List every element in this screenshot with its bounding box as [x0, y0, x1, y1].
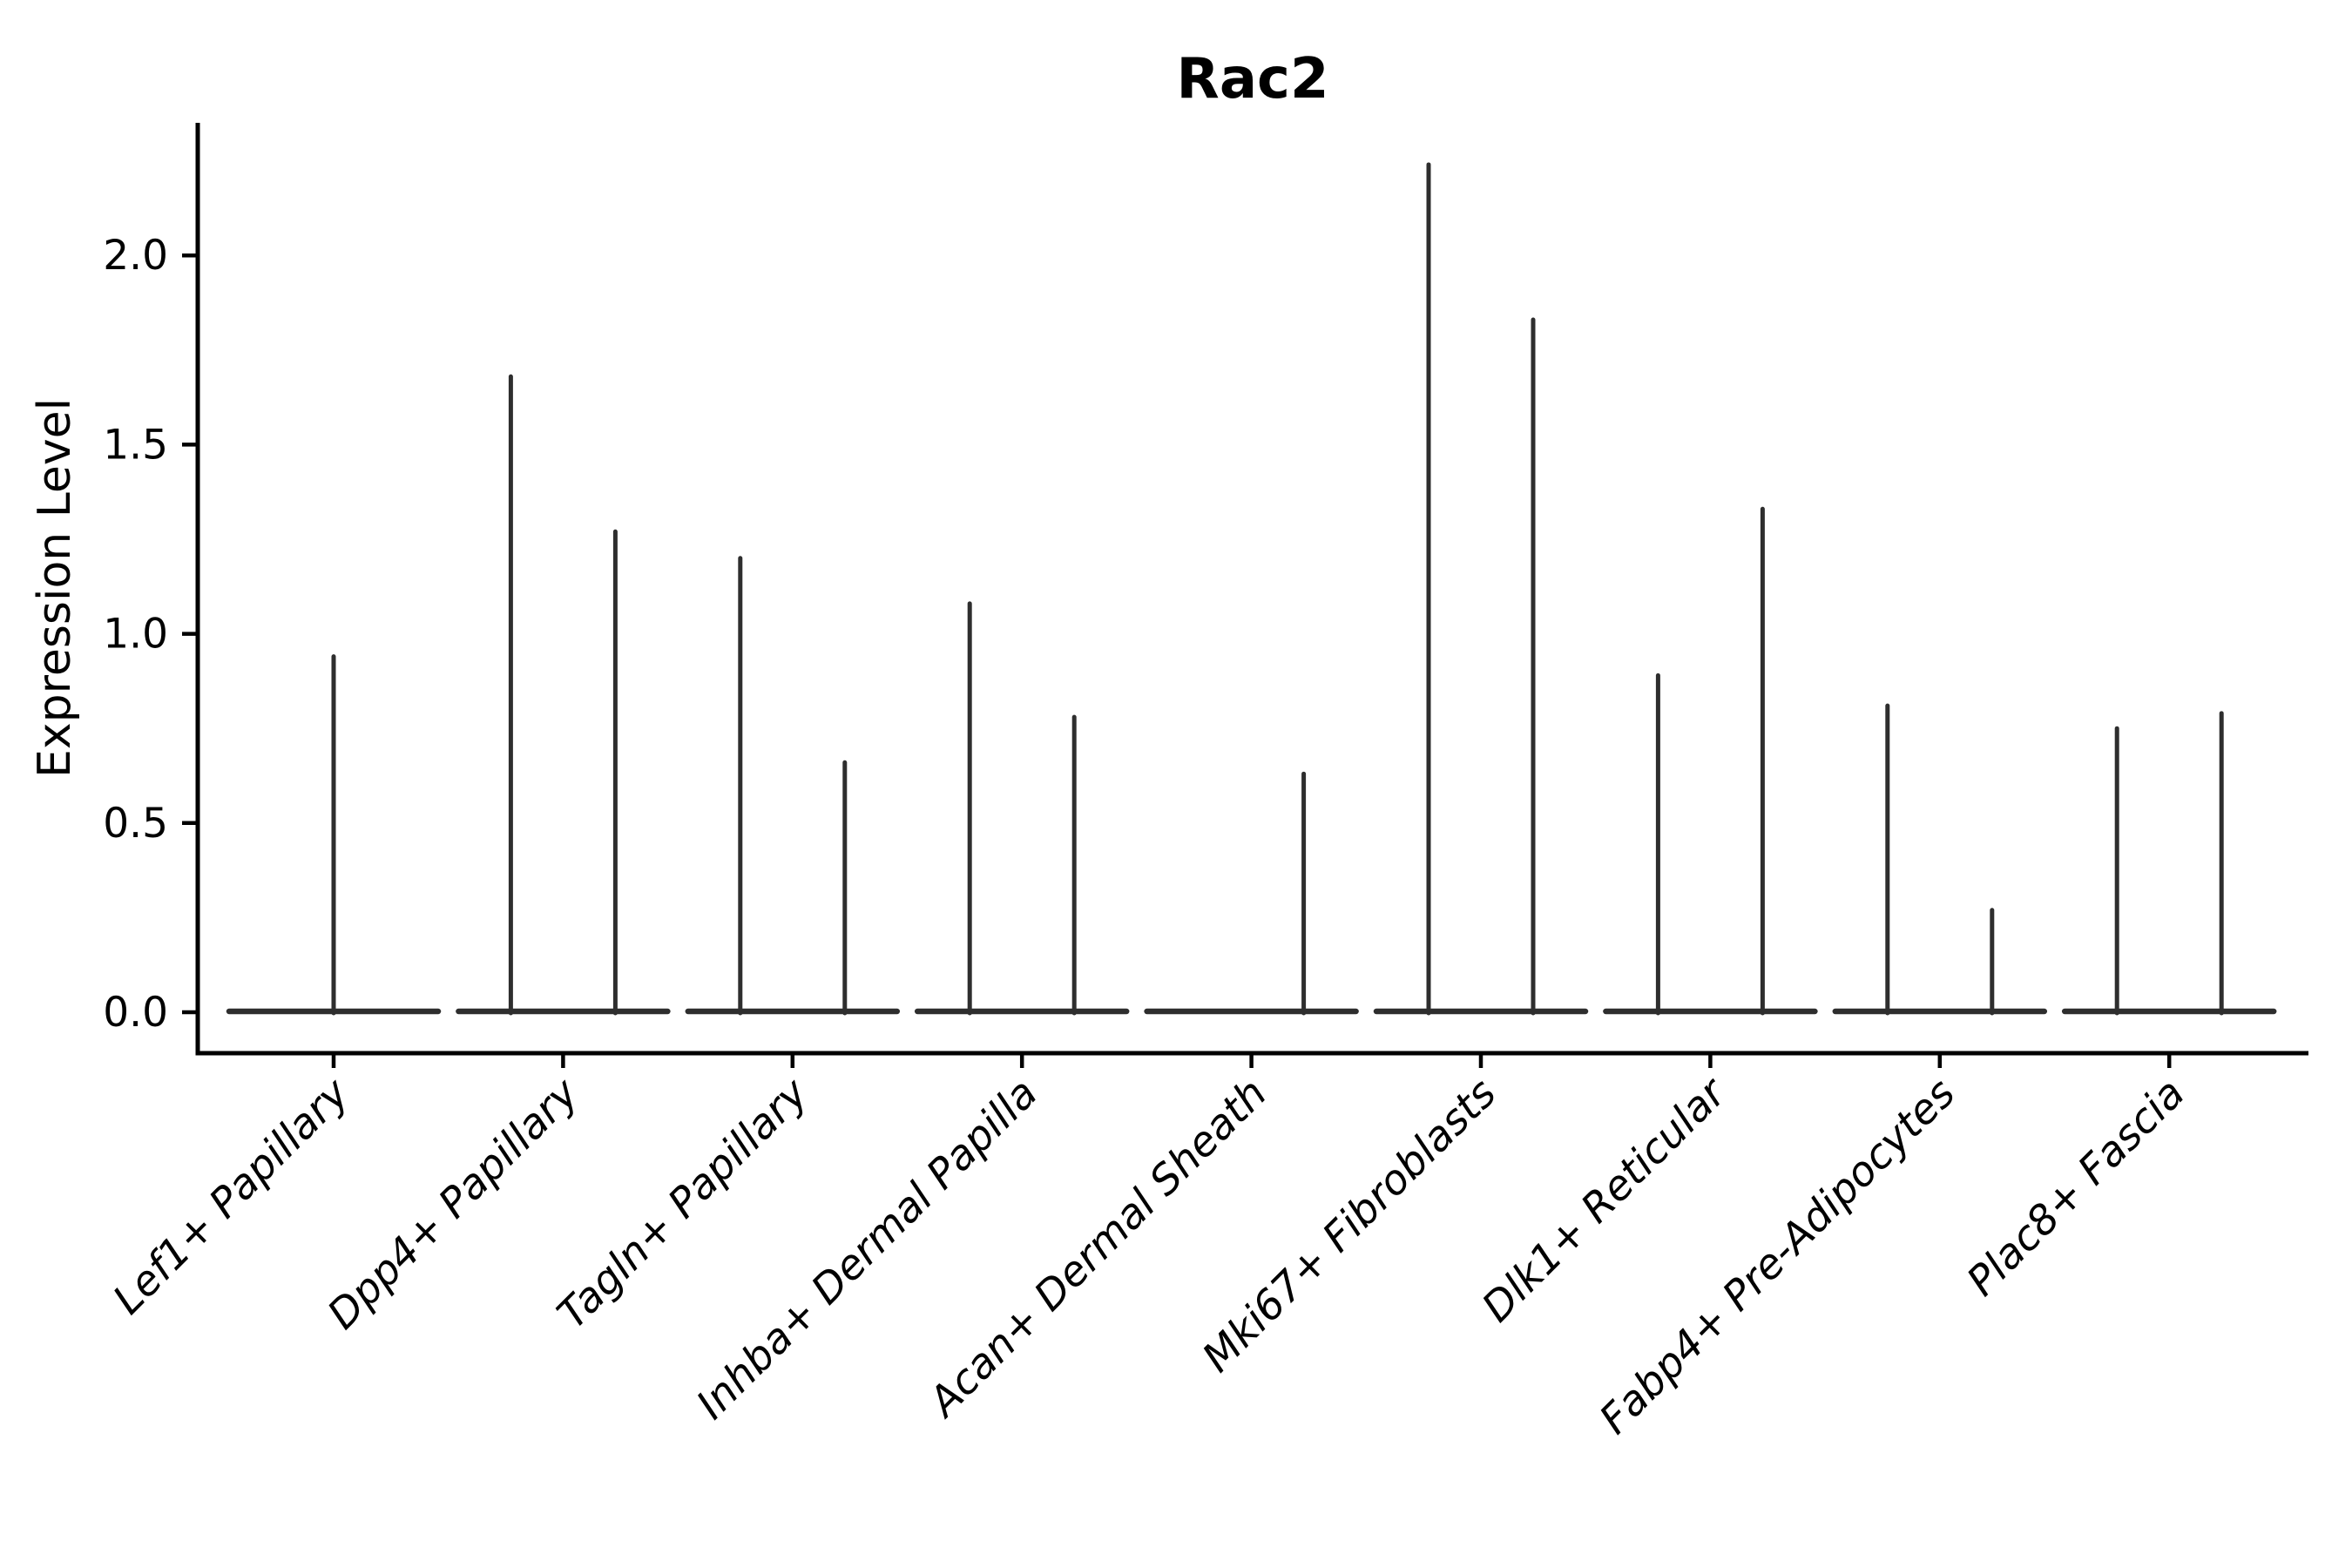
x-tick-label: Plac8+ Fascia [1958, 1070, 2194, 1306]
y-tick-label: 1.0 [103, 611, 168, 659]
y-tick-label: 0.5 [103, 800, 168, 848]
y-axis-ticks: 0.0 0.5 1.0 1.5 2.0 [103, 232, 198, 1037]
violin-category [914, 601, 1130, 1016]
violin-category [685, 556, 901, 1016]
violin-category [1603, 506, 1818, 1016]
x-tick-label: Dlk1+ Reticular [1473, 1068, 1737, 1332]
violin-category [226, 654, 442, 1016]
violin-category [456, 374, 671, 1016]
violin-category [1144, 771, 1359, 1016]
violin-category [2061, 711, 2277, 1016]
y-tick-label: 1.5 [103, 421, 168, 469]
violins [226, 162, 2277, 1016]
y-tick-label: 0.0 [103, 989, 168, 1037]
x-tick-label: Tagln+ Papillary [549, 1069, 819, 1339]
chart-title: Rac2 [1177, 47, 1329, 112]
y-axis-label: Expression Level [29, 398, 81, 778]
violin-category [1832, 703, 2048, 1016]
x-tick-label: Dpp4+ Papillary [319, 1069, 589, 1339]
y-tick-label: 2.0 [103, 232, 168, 280]
violin-category [1373, 162, 1589, 1016]
x-tick-label: Lef1+ Papillary [104, 1069, 359, 1324]
